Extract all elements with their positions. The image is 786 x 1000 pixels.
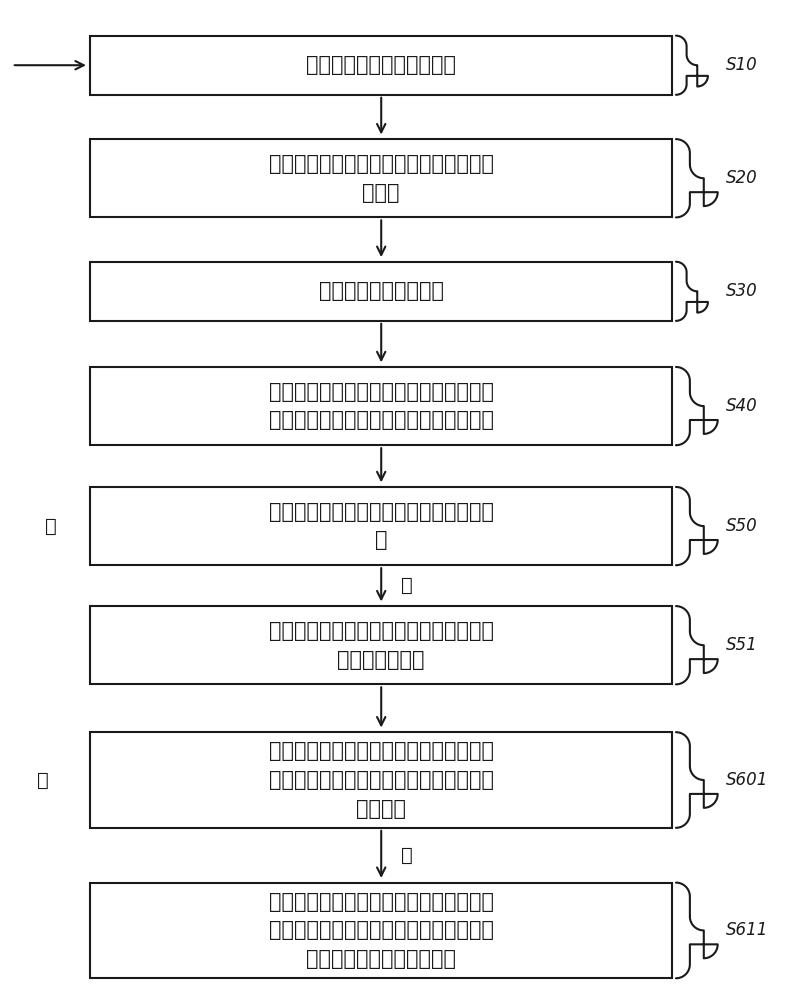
FancyBboxPatch shape [90,732,672,828]
FancyBboxPatch shape [90,36,672,95]
Text: 当从计时开始在预设时间段内，每个采样: 当从计时开始在预设时间段内，每个采样 [269,892,494,912]
Text: 获取电机的定子电流和电压: 获取电机的定子电流和电压 [307,55,456,75]
Text: S50: S50 [725,517,757,535]
Text: 是: 是 [401,576,413,595]
Text: 是: 是 [401,846,413,865]
Text: 预设阈值: 预设阈值 [356,799,406,819]
FancyBboxPatch shape [90,606,672,684]
Text: 根据所述定子电流和电压获得参照电机输: 根据所述定子电流和电压获得参照电机输 [269,154,494,174]
FancyBboxPatch shape [90,487,672,565]
Text: 获取检测电机输出转矩: 获取检测电机输出转矩 [318,281,444,301]
FancyBboxPatch shape [90,139,672,217]
Text: S40: S40 [725,397,757,415]
Text: S30: S30 [725,282,757,300]
Text: 从计时开始在预设时间段内，选取多个采: 从计时开始在预设时间段内，选取多个采 [269,741,494,761]
FancyBboxPatch shape [90,883,672,978]
Text: S20: S20 [725,169,757,187]
FancyBboxPatch shape [90,262,672,321]
Text: S10: S10 [725,56,757,74]
Text: 判断电机输出转矩偏差值是否大于预设阈: 判断电机输出转矩偏差值是否大于预设阈 [269,502,494,522]
Text: 否: 否 [46,517,57,536]
Text: 值时，开始计时: 值时，开始计时 [337,650,425,670]
Text: 当电机输出转矩偏差值大于或等于预设阈: 当电机输出转矩偏差值大于或等于预设阈 [269,621,494,641]
Text: 计算所述参照电机输出转矩与检测电机输: 计算所述参照电机输出转矩与检测电机输 [269,382,494,402]
Text: 值: 值 [375,530,387,550]
Text: S611: S611 [725,921,768,939]
Text: 出转矩的差值，获得电机输出转矩偏差值: 出转矩的差值，获得电机输出转矩偏差值 [269,410,494,430]
Text: S601: S601 [725,771,768,789]
Text: 出转矩: 出转矩 [362,183,400,203]
Text: S51: S51 [725,636,757,654]
Text: 时刻的电机输出转矩偏差值大于或等于预: 时刻的电机输出转矩偏差值大于或等于预 [269,920,494,940]
FancyBboxPatch shape [90,367,672,445]
Text: 设阈值，输出电机故障信号: 设阈值，输出电机故障信号 [307,949,456,969]
Text: 样时刻判断电机输出转矩偏差值是否大于: 样时刻判断电机输出转矩偏差值是否大于 [269,770,494,790]
Text: 否: 否 [38,770,49,790]
